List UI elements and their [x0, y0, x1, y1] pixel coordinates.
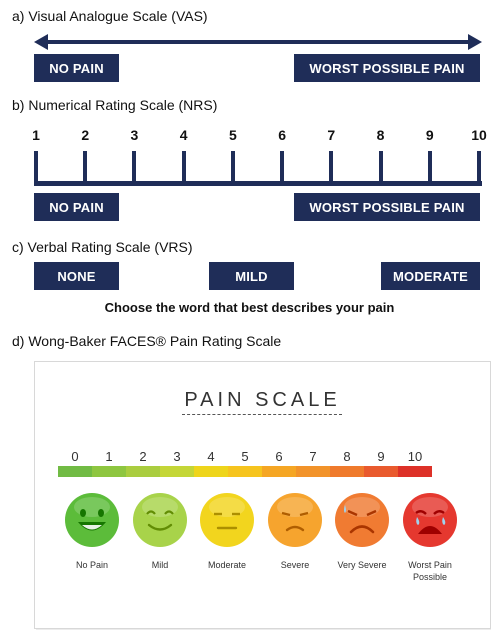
wb-number-0: 0 [71, 449, 79, 464]
nrs-number-10: 10 [471, 127, 487, 143]
wb-number-8: 8 [343, 449, 351, 464]
nrs-number-1: 1 [32, 127, 40, 143]
face-cry-icon [403, 493, 457, 547]
nrs-tick-9 [427, 151, 432, 185]
wb-number-9: 9 [377, 449, 385, 464]
face-label-1: Mild [151, 560, 169, 570]
face-happy-icon [65, 493, 119, 547]
vrs-option-moderate[interactable]: MODERATE [381, 262, 480, 290]
face-frown-icon [268, 493, 322, 547]
nrs-tick-3 [132, 151, 137, 185]
face-label-5: Worst Pain Possible [408, 560, 452, 582]
vrs-option-none[interactable]: NONE [34, 262, 119, 290]
vas-double-arrow [34, 34, 482, 50]
wb-number-2: 2 [139, 449, 147, 464]
wb-number-10: 10 [407, 449, 423, 464]
nrs-number-3: 3 [130, 127, 139, 143]
face-label-0: No Pain [75, 560, 109, 570]
wb-number-4: 4 [207, 449, 215, 464]
wb-bar-segment-2 [126, 466, 160, 477]
wb-number-1: 1 [105, 449, 113, 464]
nrs-number-8: 8 [376, 127, 385, 143]
face-neutral-icon [200, 493, 254, 547]
wb-number-3: 3 [173, 449, 181, 464]
nrs-tick-5 [230, 151, 235, 185]
vas-worst-pain-label: WORST POSSIBLE PAIN [294, 54, 480, 82]
vrs-title: c) Verbal Rating Scale (VRS) [12, 239, 193, 255]
face-label-2: Moderate [207, 560, 247, 570]
vrs-caption: Choose the word that best describes your… [104, 300, 395, 315]
nrs-number-5: 5 [228, 127, 237, 143]
vrs-option-mild[interactable]: MILD [209, 262, 294, 290]
wb-bar-segment-3 [160, 466, 194, 477]
wong-baker-title: d) Wong-Baker FACES® Pain Rating Scale [12, 333, 282, 349]
face-label-4: Very Severe [337, 560, 387, 570]
nrs-number-4: 4 [179, 127, 188, 143]
pain-scale-heading: PAIN SCALE [184, 389, 341, 411]
wb-number-5: 5 [241, 449, 249, 464]
wb-bar-segment-0 [58, 466, 92, 477]
wb-bar-segment-8 [330, 466, 364, 477]
wb-bar-segment-10 [398, 466, 432, 477]
faces-card: PAIN SCALE 0 1 2 3 4 5 6 7 8 9 10 No Pain Mild Moder… [34, 361, 491, 629]
nrs-title: b) Numerical Rating Scale (NRS) [12, 97, 218, 113]
nrs-worst-pain-label: WORST POSSIBLE PAIN [294, 193, 480, 221]
wb-bar-segment-9 [364, 466, 398, 477]
nrs-baseline [34, 181, 482, 186]
nrs-tick-10 [477, 151, 481, 185]
nrs-number-6: 6 [278, 127, 287, 143]
wb-bar-segment-6 [262, 466, 296, 477]
wb-bar-segment-7 [296, 466, 330, 477]
wb-bar-segment-5 [228, 466, 262, 477]
nrs-tick-1 [34, 151, 38, 185]
face-sad-icon [335, 493, 389, 547]
nrs-tick-8 [378, 151, 383, 185]
nrs-tick-4 [181, 151, 186, 185]
wb-bar-segment-1 [92, 466, 126, 477]
wb-bar-segment-4 [194, 466, 228, 477]
nrs-number-7: 7 [327, 127, 336, 143]
wb-number-6: 6 [275, 449, 283, 464]
face-label-3: Severe [280, 560, 310, 570]
nrs-no-pain-label: NO PAIN [34, 193, 119, 221]
nrs-tick-6 [280, 151, 285, 185]
vas-title: a) Visual Analogue Scale (VAS) [12, 8, 208, 24]
nrs-number-2: 2 [81, 127, 90, 143]
nrs-tick-7 [329, 151, 334, 185]
vas-no-pain-label: NO PAIN [34, 54, 119, 82]
nrs-tick-2 [83, 151, 88, 185]
pain-scale-underline [182, 414, 342, 415]
wb-number-7: 7 [309, 449, 317, 464]
face-smile-icon [133, 493, 187, 547]
nrs-number-9: 9 [425, 127, 434, 143]
